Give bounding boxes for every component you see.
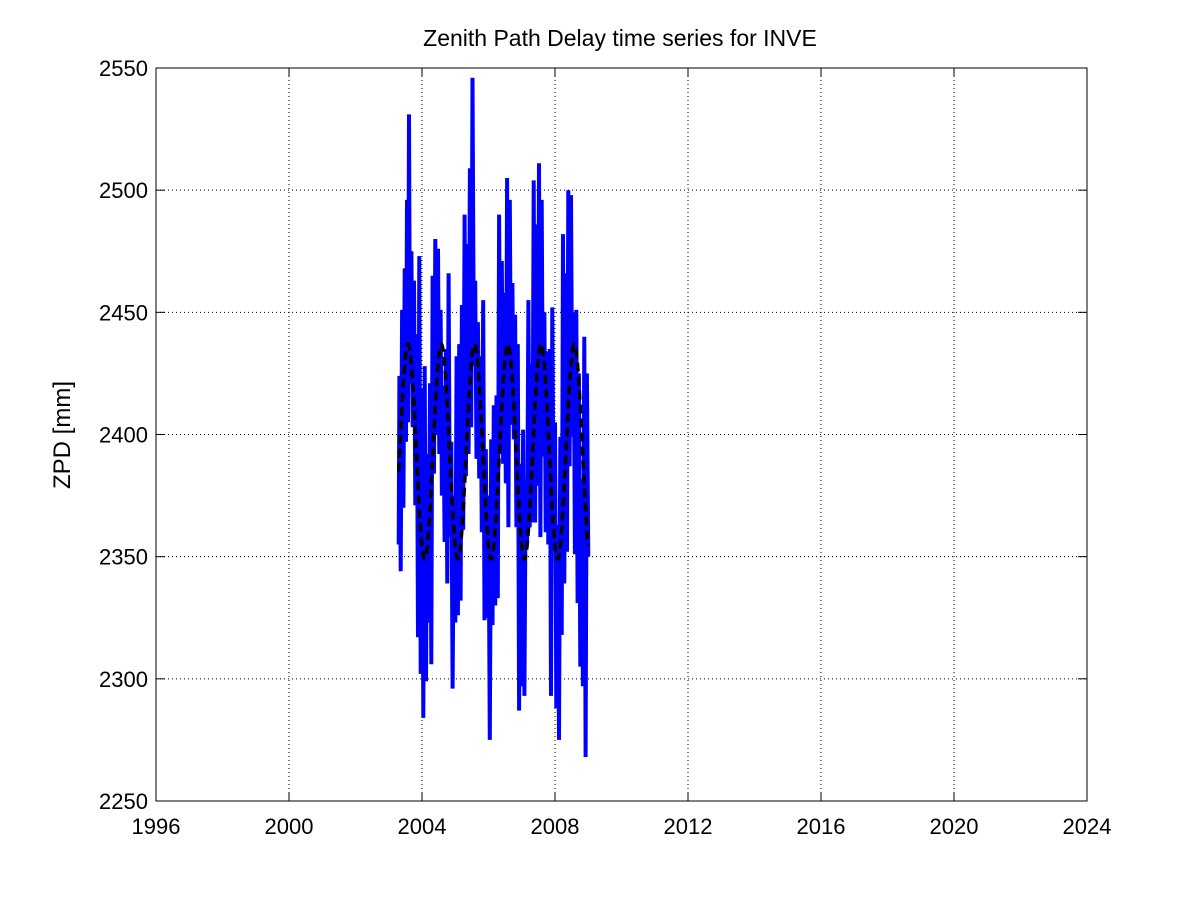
x-tick-label: 1996 xyxy=(132,814,181,839)
chart-title: Zenith Path Delay time series for INVE xyxy=(423,25,817,51)
grid xyxy=(156,68,1087,801)
y-tick-label: 2400 xyxy=(99,423,148,448)
axis-ticks: 1996 2000 2004 2008 2012 2016 2020 2024 2250 2300… xyxy=(99,56,1111,839)
x-tick-label: 2016 xyxy=(797,814,846,839)
seasonal-fit-line xyxy=(396,341,590,562)
y-tick-label: 2350 xyxy=(99,545,148,570)
y-tick-label: 2450 xyxy=(99,300,148,325)
y-axis-label: ZPD [mm] xyxy=(49,381,76,489)
x-tick-label: 2020 xyxy=(930,814,979,839)
y-tick-label: 2500 xyxy=(99,178,148,203)
y-tick-label: 2300 xyxy=(99,667,148,692)
zpd-series-line xyxy=(396,77,591,758)
plot-area xyxy=(396,77,591,758)
x-tick-label: 2012 xyxy=(664,814,713,839)
y-tick-label: 2250 xyxy=(99,789,148,814)
x-tick-label: 2004 xyxy=(398,814,447,839)
y-tick-label: 2550 xyxy=(99,56,148,81)
x-tick-label: 2000 xyxy=(265,814,314,839)
x-tick-label: 2024 xyxy=(1063,814,1112,839)
plot-frame xyxy=(155,67,1088,802)
x-tick-label: 2008 xyxy=(531,814,580,839)
